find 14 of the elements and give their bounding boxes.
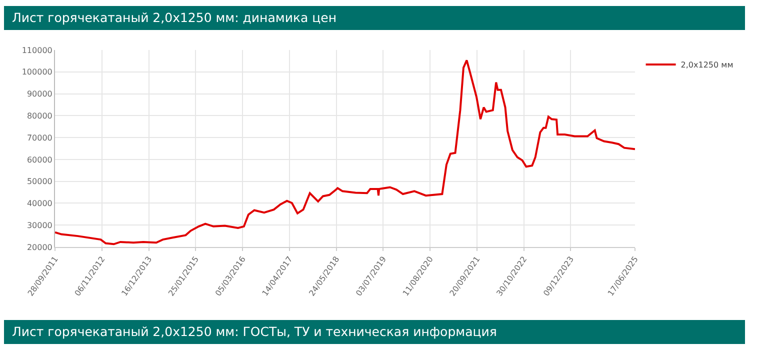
y-tick-label: 80000 — [26, 111, 52, 120]
y-tick-label: 40000 — [26, 199, 52, 208]
y-tick-label: 100000 — [22, 68, 52, 77]
legend-label: 2,0x1250 мм — [680, 60, 734, 70]
y-tick-label: 90000 — [26, 90, 52, 99]
y-tick-label: 50000 — [26, 177, 52, 186]
line-series — [55, 59, 635, 246]
y-tick-label: 70000 — [26, 133, 52, 142]
text: Лист горячекатаный 2,0x1250 мм: ГОСТы, ТУ и техническая информация — [4, 320, 745, 344]
y-tick-label: 20000 — [26, 242, 52, 252]
y-tick-label: 110000 — [22, 46, 52, 55]
chart-title: Лист горячекатаный 2,0x1250 мм: динамика цен — [4, 6, 745, 30]
y-tick-label: 30000 — [26, 220, 52, 230]
y-tick-label: 60000 — [26, 155, 52, 164]
